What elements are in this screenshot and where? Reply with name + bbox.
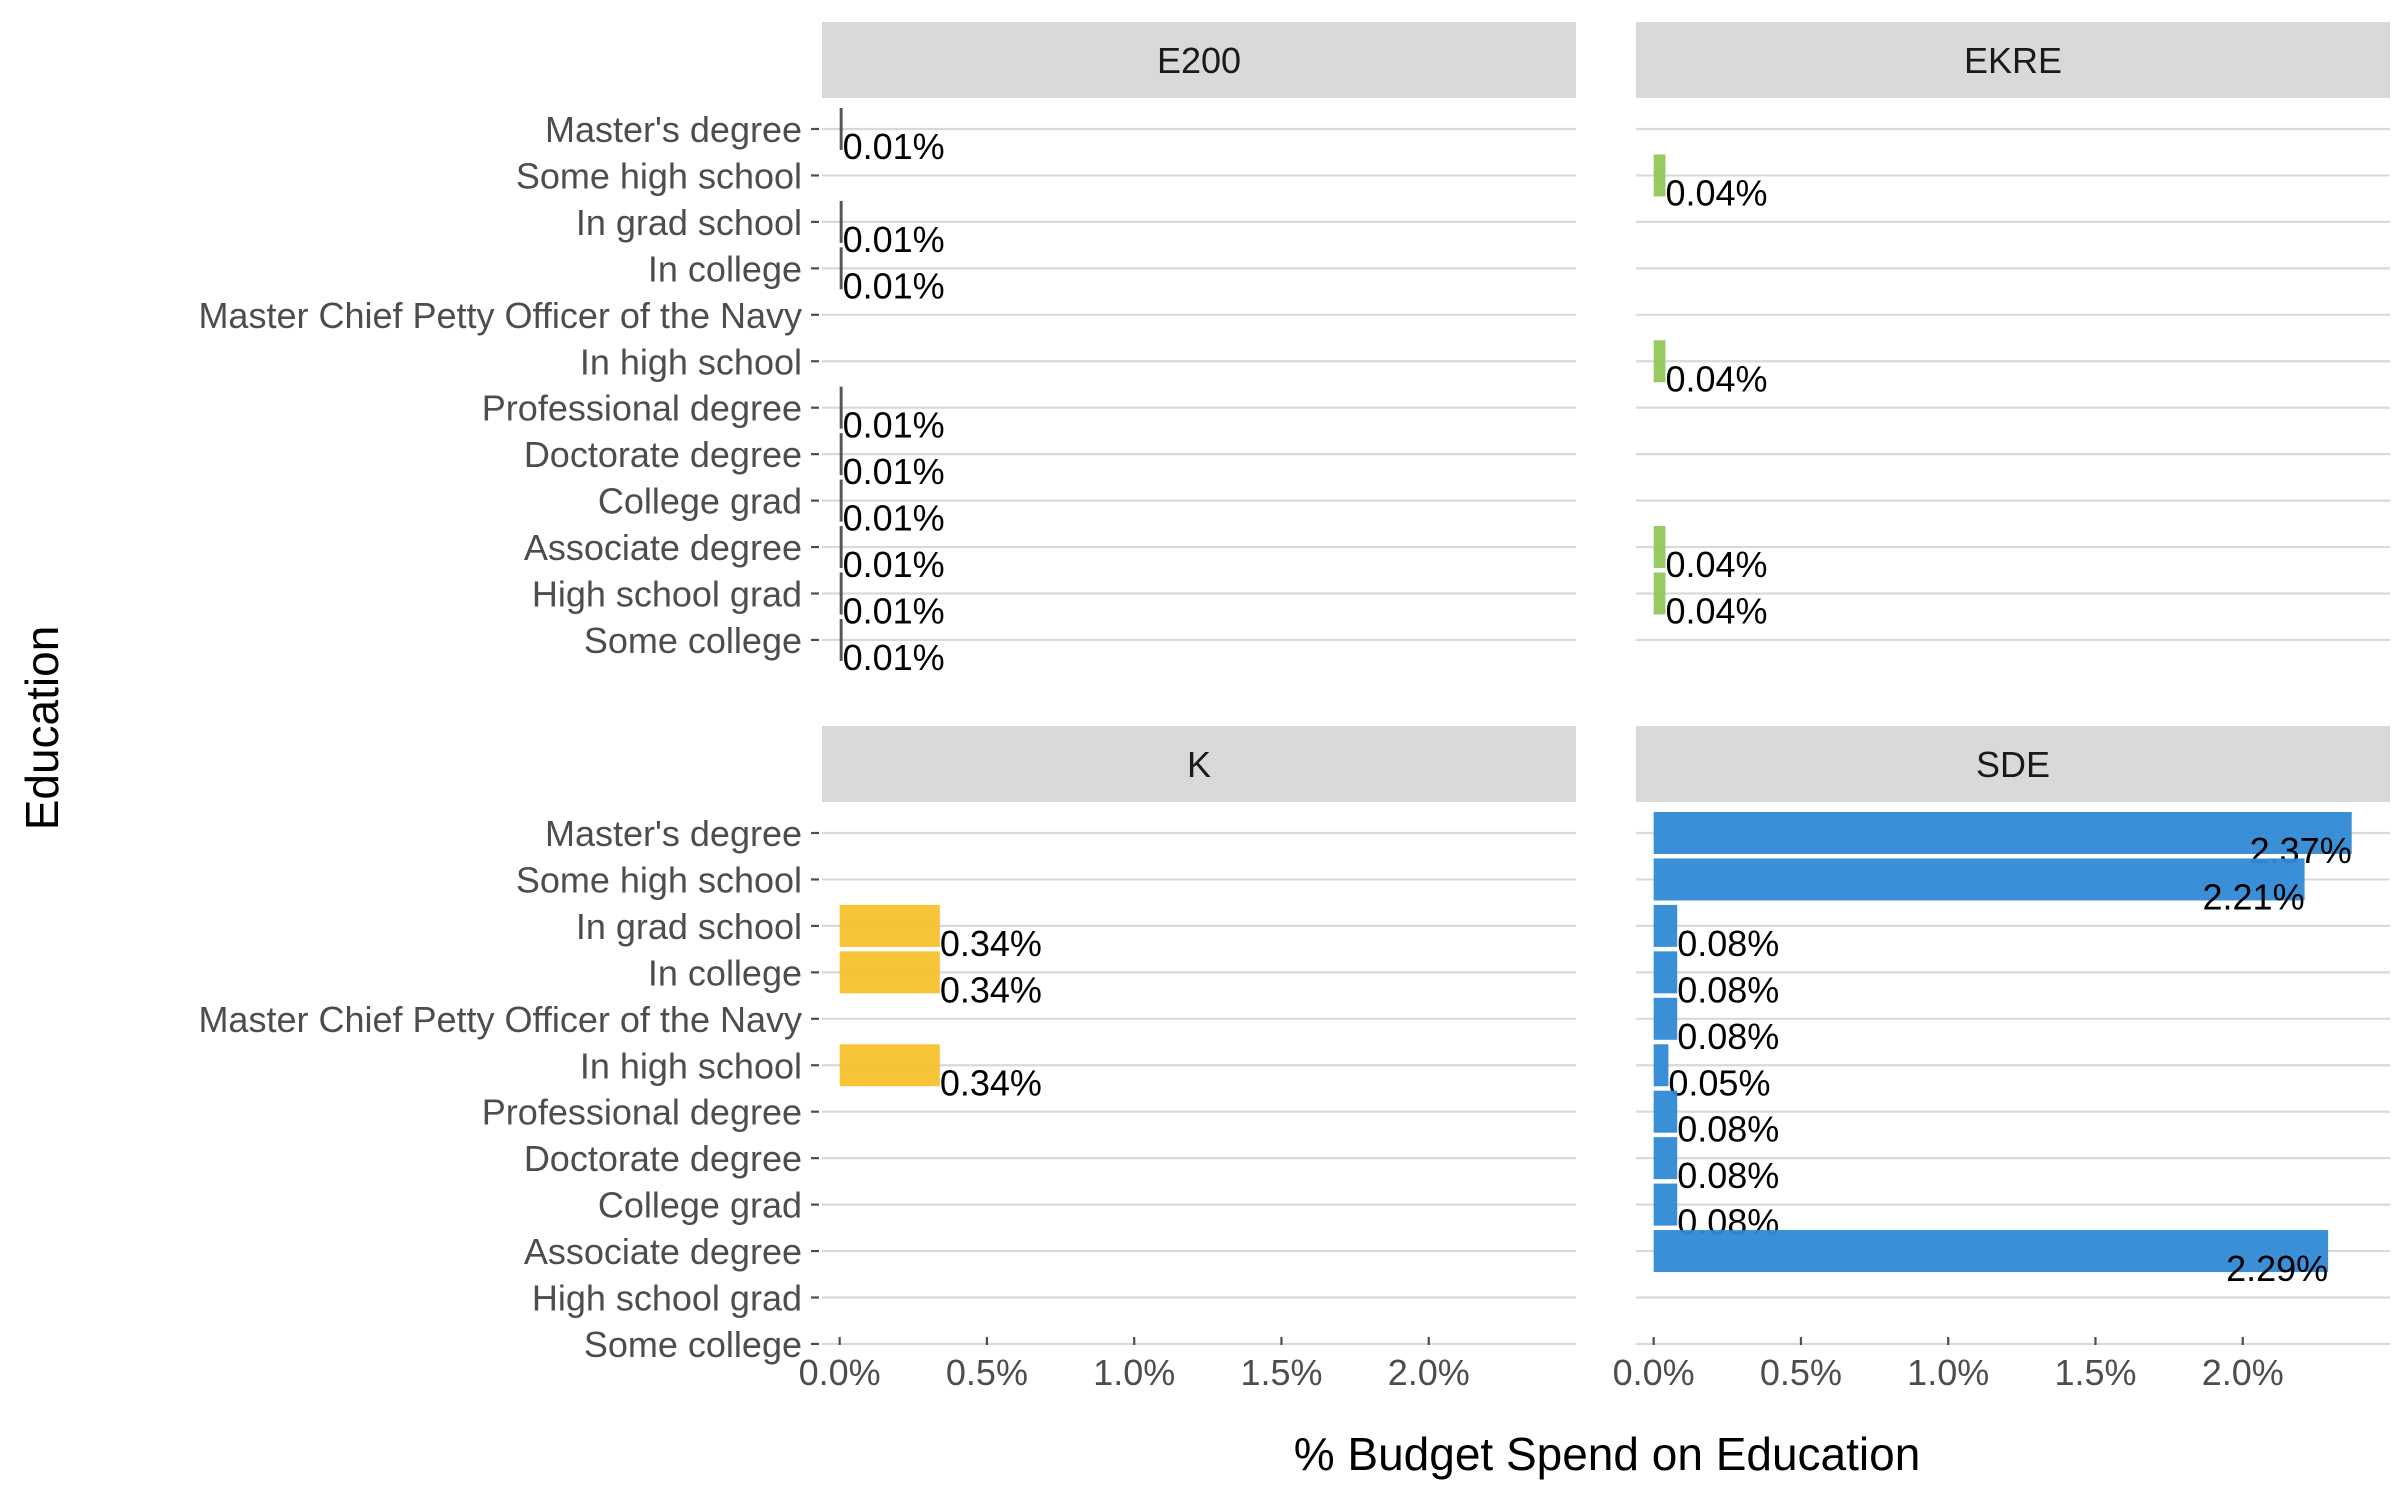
bar-sde bbox=[1653, 1230, 2329, 1273]
y-tick-label: Some college bbox=[584, 620, 802, 661]
y-tick-label: Some high school bbox=[516, 155, 802, 196]
y-tick-label: Associate degree bbox=[524, 1231, 802, 1272]
data-label-sde: 0.08% bbox=[1677, 1109, 1779, 1150]
bar-sde bbox=[1653, 997, 1678, 1040]
y-tick-label: In high school bbox=[580, 341, 802, 382]
bar-e200 bbox=[839, 618, 843, 661]
data-label-e200: 0.01% bbox=[843, 265, 945, 306]
data-label-ekre: 0.04% bbox=[1665, 172, 1767, 213]
data-label-e200: 0.01% bbox=[843, 637, 945, 678]
x-tick-label: 2.0% bbox=[1388, 1352, 1470, 1393]
facet-strip-label-e200: E200 bbox=[1157, 40, 1241, 81]
y-tick-label: Professional degree bbox=[482, 1092, 802, 1133]
data-label-ekre: 0.04% bbox=[1665, 591, 1767, 632]
panel-e200: E200 Master's degree Some high school In gr… bbox=[198, 22, 1576, 678]
facet-strip-sde bbox=[1636, 726, 2390, 802]
y-tick-label: Doctorate degree bbox=[524, 1138, 802, 1179]
bar-ekre bbox=[1653, 154, 1666, 197]
bar-e200 bbox=[839, 479, 843, 522]
bar-sde bbox=[1653, 1090, 1678, 1133]
data-label-sde: 0.05% bbox=[1668, 1062, 1770, 1103]
x-tick-label: 0.0% bbox=[799, 1352, 881, 1393]
y-tick-label: In college bbox=[648, 952, 802, 993]
data-label-sde: 0.08% bbox=[1677, 1155, 1779, 1196]
bar-e200 bbox=[839, 247, 843, 290]
y-tick-label: In high school bbox=[580, 1045, 802, 1086]
bar-sde bbox=[1653, 951, 1678, 994]
data-label-e200: 0.01% bbox=[843, 591, 945, 632]
y-tick-label: In grad school bbox=[576, 202, 802, 243]
data-label-e200: 0.01% bbox=[843, 126, 945, 167]
data-label-e200: 0.01% bbox=[843, 498, 945, 539]
bar-k bbox=[839, 904, 940, 947]
data-label-sde: 0.08% bbox=[1677, 969, 1779, 1010]
bar-sde bbox=[1653, 1137, 1678, 1180]
bar-ekre bbox=[1653, 572, 1666, 615]
y-tick-label: Some high school bbox=[516, 859, 802, 900]
bar-e200 bbox=[839, 526, 843, 569]
bar-sde bbox=[1653, 812, 2352, 854]
data-label-ekre: 0.04% bbox=[1665, 544, 1767, 585]
y-tick-label: College grad bbox=[598, 1185, 802, 1226]
facet-strip-label-sde: SDE bbox=[1976, 744, 2050, 785]
facet-strip-ekre bbox=[1636, 22, 2390, 98]
y-tick-label: Professional degree bbox=[482, 388, 802, 429]
x-tick-label: 2.0% bbox=[2202, 1352, 2284, 1393]
facet-strip-label-k: K bbox=[1187, 744, 1211, 785]
x-tick-label: 0.5% bbox=[1760, 1352, 1842, 1393]
y-tick-label: High school grad bbox=[532, 1278, 802, 1319]
bar-e200 bbox=[839, 108, 843, 150]
bar-ekre bbox=[1653, 526, 1666, 569]
y-tick-label: College grad bbox=[598, 481, 802, 522]
panel-ekre: EKRE 0.04% 0.04% 0.04% 0.04% bbox=[1636, 22, 2390, 642]
data-label-sde: 2.29% bbox=[2226, 1248, 2328, 1289]
facet-strip-label-ekre: EKRE bbox=[1964, 40, 2062, 81]
data-label-sde: 0.08% bbox=[1677, 1016, 1779, 1057]
data-label-ekre: 0.04% bbox=[1665, 358, 1767, 399]
y-tick-label: Master Chief Petty Officer of the Navy bbox=[198, 999, 802, 1040]
data-label-e200: 0.01% bbox=[843, 544, 945, 585]
bar-sde bbox=[1653, 904, 1678, 947]
y-tick-label: Doctorate degree bbox=[524, 434, 802, 475]
data-label-sde: 0.08% bbox=[1677, 923, 1779, 964]
data-label-k: 0.34% bbox=[940, 923, 1042, 964]
facet-strip-e200 bbox=[822, 22, 1576, 98]
y-tick-label: Some college bbox=[584, 1324, 802, 1365]
bar-sde bbox=[1653, 1183, 1678, 1226]
data-label-e200: 0.01% bbox=[843, 405, 945, 446]
data-label-sde: 2.21% bbox=[2203, 876, 2305, 917]
bar-e200 bbox=[839, 386, 843, 429]
data-label-k: 0.34% bbox=[940, 969, 1042, 1010]
y-tick-label: Master's degree bbox=[545, 109, 802, 150]
x-tick-label: 0.5% bbox=[946, 1352, 1028, 1393]
bar-e200 bbox=[839, 433, 843, 476]
y-tick-label: In grad school bbox=[576, 906, 802, 947]
x-tick-label: 1.0% bbox=[1907, 1352, 1989, 1393]
y-axis-title: Education bbox=[16, 626, 68, 831]
bar-sde bbox=[1653, 1044, 1669, 1087]
x-tick-label: 0.0% bbox=[1613, 1352, 1695, 1393]
data-label-k: 0.34% bbox=[940, 1062, 1042, 1103]
bar-ekre bbox=[1653, 340, 1666, 383]
panel-k: K Master's degree Some high school In grad … bbox=[198, 726, 1576, 1393]
x-tick-label: 1.5% bbox=[1240, 1352, 1322, 1393]
data-label-e200: 0.01% bbox=[843, 219, 945, 260]
y-tick-label: Master Chief Petty Officer of the Navy bbox=[198, 295, 802, 336]
bar-k bbox=[839, 951, 940, 994]
y-tick-label: High school grad bbox=[532, 574, 802, 615]
facet-strip-k bbox=[822, 726, 1576, 802]
x-axis-title: % Budget Spend on Education bbox=[1294, 1428, 1921, 1480]
data-label-e200: 0.01% bbox=[843, 451, 945, 492]
x-tick-label: 1.0% bbox=[1093, 1352, 1175, 1393]
bar-e200 bbox=[839, 200, 843, 243]
bar-sde bbox=[1653, 858, 2305, 901]
bar-k bbox=[839, 1044, 940, 1087]
x-tick-label: 1.5% bbox=[2054, 1352, 2136, 1393]
y-tick-label: In college bbox=[648, 248, 802, 289]
y-tick-label: Associate degree bbox=[524, 527, 802, 568]
bar-e200 bbox=[839, 572, 843, 615]
y-tick-label: Master's degree bbox=[545, 813, 802, 854]
